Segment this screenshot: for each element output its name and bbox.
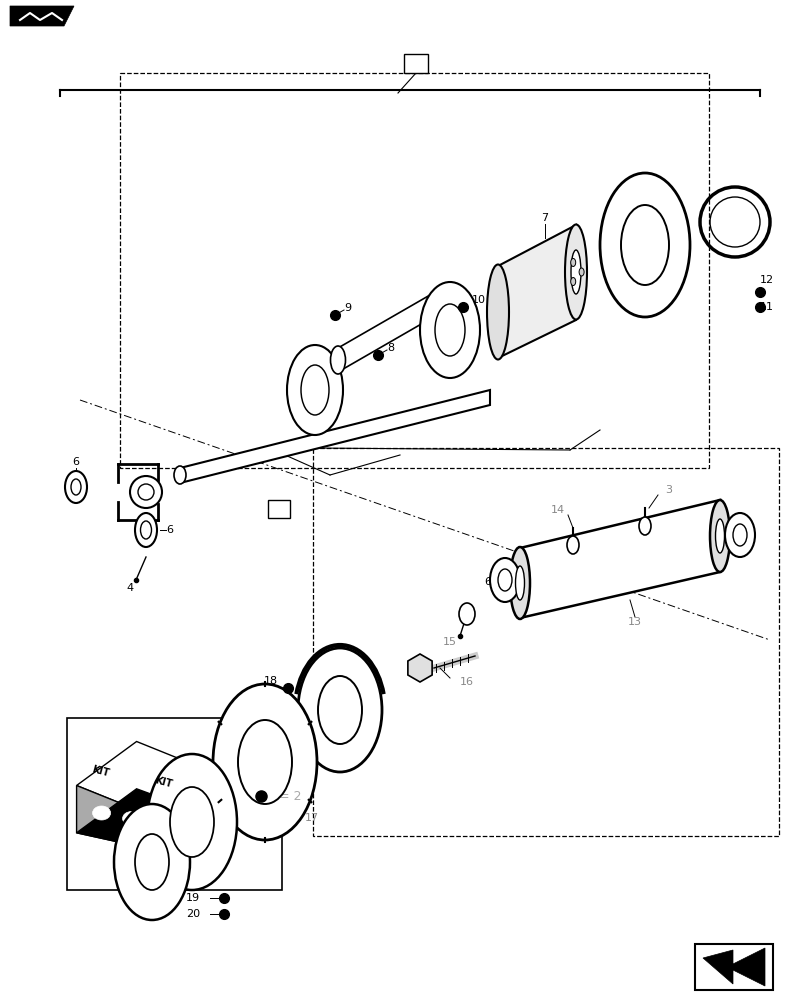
Text: KIT: KIT (91, 764, 110, 778)
Text: 14: 14 (550, 505, 564, 515)
Ellipse shape (238, 720, 292, 804)
Ellipse shape (169, 787, 214, 857)
Polygon shape (519, 500, 719, 618)
Bar (694, 944, 772, 990)
Ellipse shape (92, 806, 110, 820)
Polygon shape (180, 390, 489, 483)
Ellipse shape (318, 676, 362, 744)
Text: 18: 18 (264, 676, 277, 686)
Text: 17: 17 (305, 813, 319, 823)
Text: = 2: = 2 (279, 790, 302, 802)
Text: 20: 20 (186, 909, 200, 919)
Ellipse shape (599, 173, 689, 317)
Text: 6: 6 (72, 457, 79, 467)
Ellipse shape (135, 834, 169, 890)
Ellipse shape (564, 225, 586, 320)
Text: 13: 13 (627, 617, 642, 627)
Polygon shape (702, 948, 764, 986)
Ellipse shape (301, 365, 328, 415)
Ellipse shape (515, 566, 524, 600)
Text: 1: 1 (412, 58, 419, 68)
Text: 6: 6 (748, 531, 754, 541)
Ellipse shape (566, 536, 578, 554)
Polygon shape (76, 789, 196, 846)
Text: 10: 10 (471, 295, 486, 305)
Ellipse shape (570, 278, 575, 286)
Ellipse shape (509, 547, 530, 619)
Text: 8: 8 (387, 343, 393, 353)
Ellipse shape (286, 345, 342, 435)
Ellipse shape (419, 282, 479, 378)
Polygon shape (76, 786, 136, 846)
Circle shape (138, 484, 154, 500)
Text: 19: 19 (186, 893, 200, 903)
Text: 16: 16 (460, 677, 474, 687)
Text: 6: 6 (165, 525, 173, 535)
Ellipse shape (135, 513, 157, 547)
Ellipse shape (147, 754, 237, 890)
Text: 12: 12 (759, 275, 773, 285)
Text: 4: 4 (127, 583, 133, 593)
Ellipse shape (435, 304, 465, 356)
Ellipse shape (174, 466, 186, 484)
Text: 6: 6 (484, 577, 491, 587)
Polygon shape (497, 225, 575, 358)
Text: KIT: KIT (153, 775, 173, 789)
Ellipse shape (65, 471, 87, 503)
Text: 5: 5 (275, 504, 282, 514)
Ellipse shape (458, 603, 474, 625)
Text: 3: 3 (664, 485, 672, 495)
Ellipse shape (497, 569, 512, 591)
FancyBboxPatch shape (268, 500, 290, 518)
Ellipse shape (298, 648, 381, 772)
Ellipse shape (137, 822, 156, 836)
Ellipse shape (732, 524, 746, 546)
Ellipse shape (148, 804, 165, 818)
Polygon shape (337, 295, 430, 372)
Ellipse shape (570, 250, 581, 294)
Ellipse shape (212, 684, 316, 840)
Text: 7: 7 (541, 213, 548, 223)
Bar (67, 718, 281, 890)
FancyBboxPatch shape (404, 54, 427, 73)
Ellipse shape (330, 346, 345, 374)
Ellipse shape (638, 517, 650, 535)
Ellipse shape (709, 500, 729, 572)
Bar (312, 448, 778, 836)
Ellipse shape (714, 519, 723, 553)
Polygon shape (136, 766, 196, 846)
Polygon shape (76, 742, 196, 810)
Ellipse shape (620, 205, 668, 285)
Bar (120, 73, 708, 468)
Text: 9: 9 (344, 303, 350, 313)
Ellipse shape (122, 812, 140, 826)
Text: 11: 11 (759, 302, 773, 312)
Ellipse shape (724, 513, 754, 557)
Text: 15: 15 (443, 637, 457, 647)
Ellipse shape (578, 268, 583, 276)
Ellipse shape (487, 264, 508, 360)
Ellipse shape (489, 558, 519, 602)
Ellipse shape (114, 804, 190, 920)
Polygon shape (10, 6, 74, 26)
Circle shape (130, 476, 162, 508)
Ellipse shape (570, 258, 575, 266)
Ellipse shape (140, 521, 152, 539)
Ellipse shape (71, 479, 81, 495)
